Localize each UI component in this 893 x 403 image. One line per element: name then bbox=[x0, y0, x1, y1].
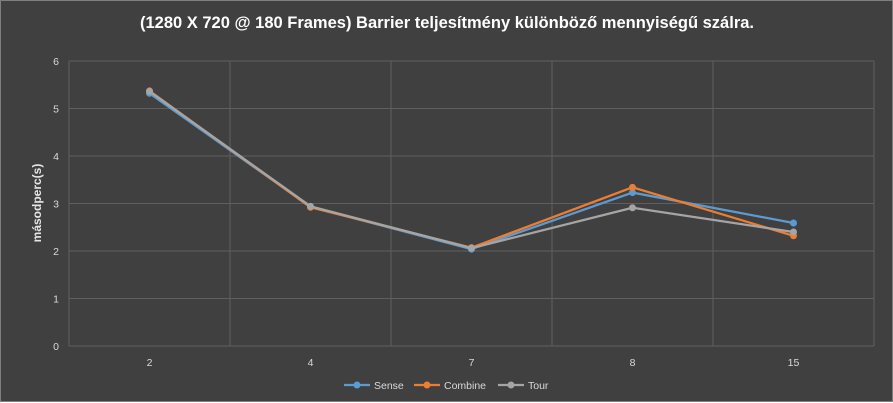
legend-swatch-marker bbox=[353, 381, 361, 389]
data-point bbox=[307, 202, 314, 210]
y-tick-label: 4 bbox=[53, 151, 59, 163]
legend-swatch-marker bbox=[507, 381, 515, 389]
legend-swatch-marker bbox=[423, 381, 431, 389]
legend: Sense Combine Tour bbox=[344, 380, 549, 392]
gridlines bbox=[68, 60, 875, 347]
series-line bbox=[148, 90, 795, 250]
y-axis-ticks: 0 1 2 3 4 5 6 bbox=[53, 56, 59, 353]
y-tick-label: 3 bbox=[53, 199, 59, 211]
y-axis-title: másodperc(s) bbox=[30, 164, 44, 243]
x-tick-label: 4 bbox=[308, 357, 314, 369]
chart-title: (1280 X 720 @ 180 Frames) Barrier teljes… bbox=[140, 14, 754, 32]
series-group bbox=[146, 87, 797, 253]
y-tick-label: 2 bbox=[53, 246, 59, 258]
x-tick-label: 2 bbox=[147, 357, 153, 369]
x-tick-label: 8 bbox=[630, 357, 636, 369]
legend-label: Combine bbox=[444, 380, 486, 392]
legend-label: Tour bbox=[528, 380, 549, 392]
y-tick-label: 0 bbox=[53, 341, 59, 353]
series-line bbox=[148, 89, 795, 249]
x-axis-ticks: 2 4 7 8 15 bbox=[147, 357, 800, 369]
data-point bbox=[629, 204, 636, 212]
data-point bbox=[790, 228, 797, 236]
x-tick-label: 7 bbox=[469, 357, 475, 369]
y-tick-label: 1 bbox=[53, 294, 59, 306]
series-line bbox=[148, 92, 795, 251]
y-tick-label: 5 bbox=[53, 104, 59, 116]
legend-label: Sense bbox=[374, 380, 404, 392]
data-point bbox=[146, 87, 153, 95]
data-point bbox=[468, 244, 475, 252]
data-point bbox=[790, 219, 797, 227]
data-point bbox=[629, 183, 636, 191]
y-tick-label: 6 bbox=[53, 56, 59, 68]
x-tick-label: 15 bbox=[788, 357, 800, 369]
